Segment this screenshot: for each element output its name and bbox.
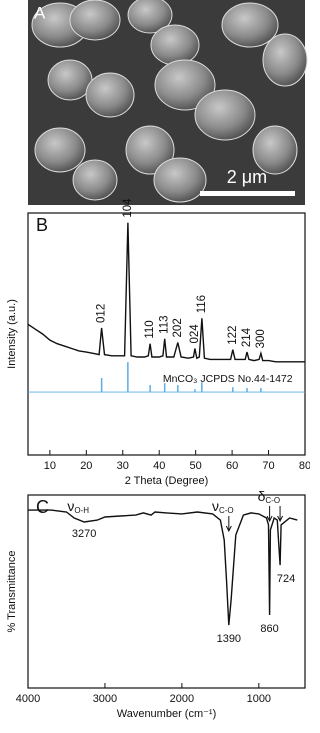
peak-label: 202 bbox=[172, 318, 184, 337]
panel-label: A bbox=[34, 3, 46, 22]
y-axis-label: Intensity (a.u.) bbox=[6, 299, 18, 369]
peak-label: 300 bbox=[255, 329, 267, 348]
reference-label: MnCO₃ JCPDS No.44-1472 bbox=[163, 373, 293, 385]
peak-label: 012 bbox=[96, 304, 108, 323]
band-label: νC-O bbox=[212, 498, 234, 515]
band-symbol: ν bbox=[212, 498, 219, 514]
x-tick-label: 20 bbox=[80, 460, 92, 472]
plot-frame bbox=[27, 494, 306, 689]
band-arrow bbox=[277, 506, 284, 523]
peak-label: 1390 bbox=[217, 633, 241, 645]
x-tick-label: 60 bbox=[226, 460, 238, 472]
x-axis-label: 2 Theta (Degree) bbox=[125, 475, 209, 487]
scale-bar-label: 2 μm bbox=[227, 167, 267, 187]
band-subscript: C-O bbox=[219, 506, 234, 515]
band-label: νO-H bbox=[67, 498, 89, 515]
y-axis-label: % Transmittance bbox=[6, 551, 18, 633]
x-tick-label: 10 bbox=[44, 460, 56, 472]
x-tick-label: 3000 bbox=[93, 693, 117, 705]
peak-label: 214 bbox=[241, 327, 253, 347]
x-tick-label: 4000 bbox=[16, 693, 40, 705]
peak-label: 3270 bbox=[72, 528, 96, 540]
peak-label: 724 bbox=[277, 573, 295, 585]
panel-label: C bbox=[36, 497, 49, 517]
x-axis-label: Wavenumber (cm⁻¹) bbox=[117, 708, 217, 720]
panel-label: B bbox=[36, 215, 48, 235]
band-subscript: O-H bbox=[74, 506, 89, 515]
x-tick-label: 30 bbox=[117, 460, 129, 472]
band-label: δC-O bbox=[258, 488, 280, 505]
x-tick-label: 50 bbox=[190, 460, 202, 472]
peak-label: 113 bbox=[159, 315, 171, 333]
peak-label: 116 bbox=[196, 295, 208, 313]
peak-label: 110 bbox=[144, 320, 156, 338]
peak-label: 024 bbox=[189, 324, 201, 344]
band-subscript: C-O bbox=[265, 496, 280, 505]
x-tick-label: 40 bbox=[153, 460, 165, 472]
x-tick-label: 2000 bbox=[170, 693, 194, 705]
x-tick-label: 80 bbox=[299, 460, 310, 472]
band-arrow bbox=[225, 516, 232, 533]
band-symbol: δ bbox=[258, 488, 266, 504]
plot-frame bbox=[27, 212, 306, 456]
figure: A 2 μm B 10 20 30 40 50 60 70 80 2 Theta (Degree)… bbox=[6, 0, 311, 720]
sem-image bbox=[28, 0, 308, 205]
band-arrow bbox=[266, 506, 273, 523]
x-tick-label: 1000 bbox=[247, 693, 271, 705]
peak-label: 860 bbox=[260, 623, 278, 635]
data-line bbox=[27, 222, 305, 363]
peak-label: 122 bbox=[227, 326, 239, 345]
peak-label: 104 bbox=[122, 198, 134, 218]
band-symbol: ν bbox=[67, 498, 74, 514]
data-line bbox=[28, 509, 298, 626]
x-tick-label: 70 bbox=[262, 460, 274, 472]
